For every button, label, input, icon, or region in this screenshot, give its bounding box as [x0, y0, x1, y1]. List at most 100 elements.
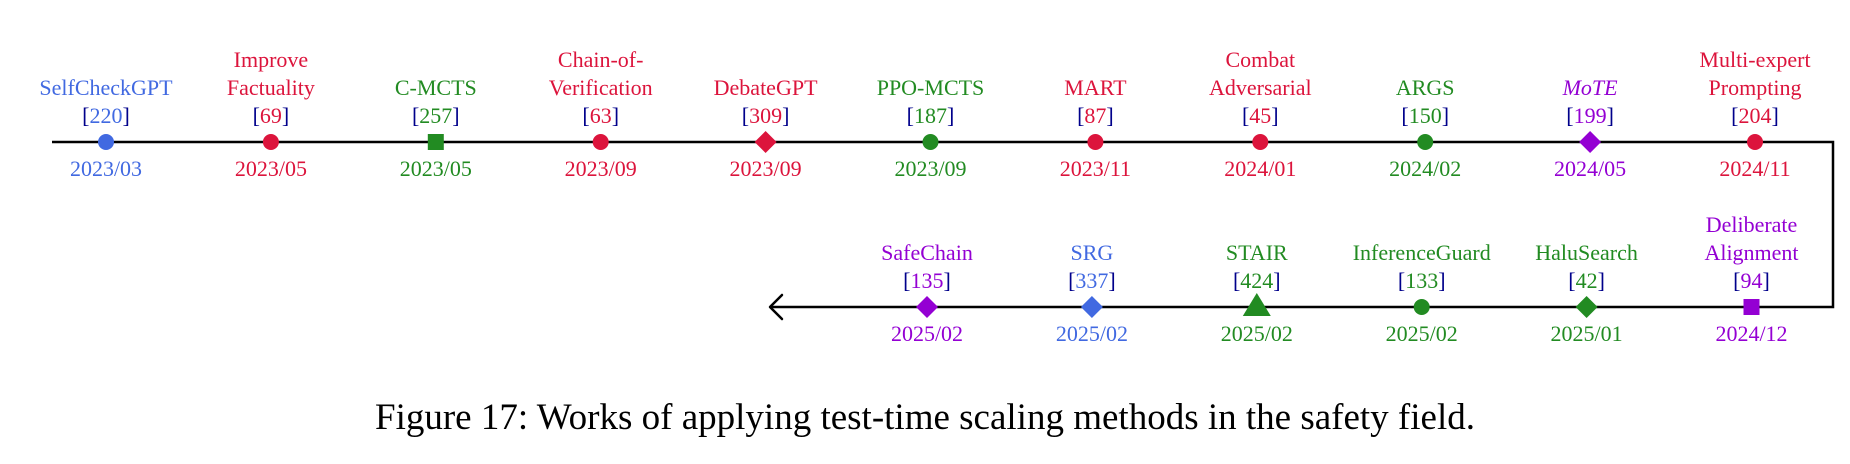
citation-number: 337 [1075, 268, 1108, 293]
circle-marker [1747, 134, 1763, 150]
citation-number: 135 [911, 268, 944, 293]
timeline-item: [42] HaluSearch 2025/01 [1535, 240, 1638, 346]
timeline-item: [199] MoTE 2024/05 [1554, 75, 1626, 181]
citation-number: 199 [1574, 103, 1607, 128]
citation-ref: [187] [907, 103, 955, 128]
citation-number: 87 [1084, 103, 1106, 128]
citation-number: 63 [590, 103, 612, 128]
citation-number: 94 [1741, 268, 1763, 293]
diamond-marker [1080, 296, 1103, 318]
date-label: 2024/05 [1554, 156, 1626, 181]
method-name: Multi-expert [1699, 47, 1810, 72]
circle-marker [1087, 134, 1104, 150]
timeline-item: [337] SRG 2025/02 [1056, 240, 1128, 346]
date-label: 2023/05 [235, 156, 307, 181]
method-name: Adversarial [1209, 75, 1312, 100]
method-name: SafeChain [881, 240, 973, 265]
circle-marker [1252, 134, 1269, 150]
citation-ref: [150] [1401, 103, 1449, 128]
date-label: 2023/03 [70, 156, 142, 181]
circle-marker [262, 134, 279, 150]
timeline-axis [52, 140, 1835, 309]
citation-number: 187 [914, 103, 947, 128]
citation-ref: [337] [1068, 268, 1116, 293]
date-label: 2023/09 [730, 156, 802, 181]
date-label: 2025/02 [1221, 321, 1293, 346]
timeline-item: [94] Deliberate Alignment 2024/12 [1704, 212, 1798, 346]
figure-caption: Figure 17: Works of applying test-time s… [375, 397, 1475, 438]
diamond-marker [754, 131, 777, 153]
timeline-item: [257] C-MCTS 2023/05 [395, 75, 477, 181]
circle-marker [922, 134, 939, 150]
method-name: SelfCheckGPT [39, 75, 173, 100]
date-label: 2025/02 [1386, 321, 1458, 346]
citation-ref: [199] [1566, 103, 1614, 128]
circle-marker [1413, 299, 1430, 315]
timeline-arrowhead [768, 293, 784, 321]
citation-number: 220 [90, 103, 123, 128]
method-name: STAIR [1226, 240, 1288, 265]
date-label: 2023/09 [565, 156, 637, 181]
method-name: DebateGPT [714, 75, 818, 100]
triangle-marker [1242, 293, 1271, 316]
date-label: 2023/09 [894, 156, 966, 181]
date-label: 2025/02 [891, 321, 963, 346]
citation-ref: [135] [903, 268, 951, 293]
timeline-item: [45] Combat Adversarial 2024/01 [1209, 47, 1312, 181]
method-name: Verification [549, 75, 653, 100]
date-label: 2023/11 [1060, 156, 1131, 181]
citation-ref: [424] [1233, 268, 1281, 293]
method-name: HaluSearch [1535, 240, 1638, 265]
date-label: 2023/05 [400, 156, 472, 181]
timeline-item: [150] ARGS 2024/02 [1389, 75, 1461, 181]
timeline-item: [309] DebateGPT 2023/09 [714, 75, 818, 181]
method-name: MoTE [1562, 75, 1619, 100]
timeline-item: [424] STAIR 2025/02 [1221, 240, 1293, 346]
date-label: 2024/01 [1224, 156, 1296, 181]
method-name: SRG [1071, 240, 1114, 265]
timeline-item: [87] MART 2023/11 [1060, 75, 1131, 181]
timeline-item: [135] SafeChain 2025/02 [881, 240, 973, 346]
citation-number: 150 [1409, 103, 1442, 128]
citation-number: 309 [749, 103, 782, 128]
citation-ref: [42] [1568, 268, 1605, 293]
method-name: Prompting [1709, 75, 1802, 100]
diamond-marker [916, 296, 938, 318]
citation-ref: [204] [1731, 103, 1779, 128]
citation-ref: [257] [412, 103, 460, 128]
method-name: Chain-of- [558, 47, 644, 72]
citation-number: 45 [1249, 103, 1271, 128]
date-label: 2025/01 [1551, 321, 1623, 346]
timeline-lines [52, 140, 1835, 321]
diamond-marker [1575, 296, 1598, 318]
timeline-item: [187] PPO-MCTS 2023/09 [877, 75, 985, 181]
citation-ref: [309] [742, 103, 790, 128]
method-name: Improve [234, 47, 309, 72]
timeline-item: [204] Multi-expert Prompting 2024/11 [1699, 47, 1810, 181]
timeline-item: [220] SelfCheckGPT 2023/03 [39, 75, 173, 181]
date-label: 2024/11 [1719, 156, 1790, 181]
citation-number: 257 [419, 103, 452, 128]
citation-number: 42 [1576, 268, 1598, 293]
square-marker [427, 134, 444, 150]
method-name: Combat [1225, 47, 1295, 72]
date-label: 2024/02 [1389, 156, 1461, 181]
citation-ref: [133] [1398, 268, 1446, 293]
timeline-item: [69] Improve Factuality 2023/05 [227, 47, 315, 181]
citation-ref: [63] [582, 103, 619, 128]
timeline-nodes: [220] SelfCheckGPT 2023/03 [69] Improve Factu… [39, 47, 1810, 346]
diamond-marker [1579, 131, 1602, 153]
citation-ref: [45] [1242, 103, 1279, 128]
citation-number: 69 [260, 103, 282, 128]
method-name: PPO-MCTS [877, 75, 985, 100]
citation-ref: [220] [82, 103, 130, 128]
method-name: ARGS [1396, 75, 1455, 100]
method-name: Factuality [227, 75, 315, 100]
date-label: 2024/12 [1715, 321, 1787, 346]
method-name: Alignment [1704, 240, 1798, 265]
circle-marker [1417, 134, 1434, 150]
square-marker [1743, 299, 1760, 315]
citation-ref: [87] [1077, 103, 1114, 128]
citation-number: 133 [1405, 268, 1438, 293]
